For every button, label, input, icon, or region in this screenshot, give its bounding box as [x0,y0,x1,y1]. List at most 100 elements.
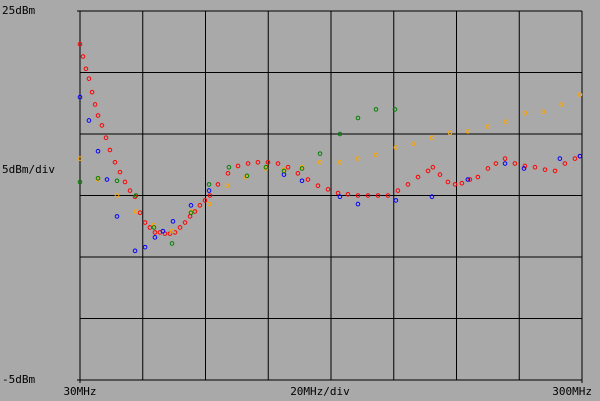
data-point [275,161,281,166]
data-point [335,190,341,196]
data-point [207,193,213,198]
data-point [452,182,458,187]
data-point [355,115,361,121]
data-point [117,169,123,175]
data-point [285,164,291,170]
data-point [299,178,305,184]
data-point [127,188,133,193]
data-point [317,151,323,156]
data-point [137,210,143,216]
data-point [355,193,361,198]
data-point [385,193,391,198]
data-point [429,135,435,140]
data-point [299,166,305,171]
data-point [80,54,86,59]
data-point [89,89,95,95]
data-point [226,164,232,170]
data-point [337,159,343,165]
data-point [133,193,139,198]
x-tick-label: 300MHz [552,385,592,398]
data-point [502,156,508,161]
data-point [373,107,379,112]
data-point [177,225,183,230]
y-tick-label: -5dBm [2,373,35,386]
data-point [373,152,379,158]
data-point [337,131,343,137]
data-point [393,145,399,150]
data-point [182,220,188,225]
data-point [281,168,287,174]
data-point [188,210,194,216]
data-point [77,94,83,100]
data-point [485,166,491,171]
data-point [77,179,83,185]
data-point [540,109,546,115]
x-axis-label: 20MHz/div [290,385,350,398]
data-point [160,228,166,234]
y-axis-label: 5dBm/div [2,163,55,176]
data-point [169,241,175,246]
data-point [245,161,251,166]
data-point [392,107,398,112]
data-point [202,198,208,203]
data-point [552,168,558,174]
data-point [557,156,563,161]
data-point [577,92,583,97]
data-point [475,174,481,180]
data-point [77,41,83,47]
data-point [415,174,421,180]
data-point [522,163,528,169]
data-point [295,171,301,176]
data-point [430,164,436,170]
data-point [86,118,92,123]
data-point [95,175,101,181]
data-point [562,161,568,166]
data-point [170,219,176,224]
data-point [99,123,105,128]
data-point [142,220,148,225]
data-point [445,179,451,185]
data-point [104,177,110,182]
data-point [83,66,89,72]
data-point [503,119,509,124]
data-point [92,102,98,107]
data-point [355,201,361,207]
data-point [521,166,527,171]
data-point [206,201,212,207]
data-point [405,182,411,187]
data-point [152,230,158,235]
data-point [152,235,158,240]
data-point [429,194,435,200]
data-point [103,135,109,140]
data-point [459,180,465,186]
data-point [133,209,139,214]
data-point [558,102,564,107]
data-point [244,173,250,179]
data-point [345,191,351,197]
data-point [467,177,473,182]
data-point [86,76,92,81]
data-point [375,193,381,198]
data-point [512,161,518,166]
data-point [225,171,231,176]
data-point [114,193,120,198]
x-tick-label: 30MHz [63,385,96,398]
data-point [224,183,230,188]
data-point [502,161,508,166]
data-point [325,187,331,192]
data-point [425,168,431,174]
data-point [107,147,113,153]
data-point [437,172,443,177]
data-point [315,183,321,188]
data-point [169,228,175,234]
y-tick-label: 25dBm [2,4,35,17]
data-point [188,203,194,208]
data-point [206,188,212,193]
data-point [410,141,416,147]
data-point [95,148,101,154]
data-point [114,214,120,219]
data-point [112,159,118,165]
data-point [522,110,528,116]
data-point [317,159,323,165]
